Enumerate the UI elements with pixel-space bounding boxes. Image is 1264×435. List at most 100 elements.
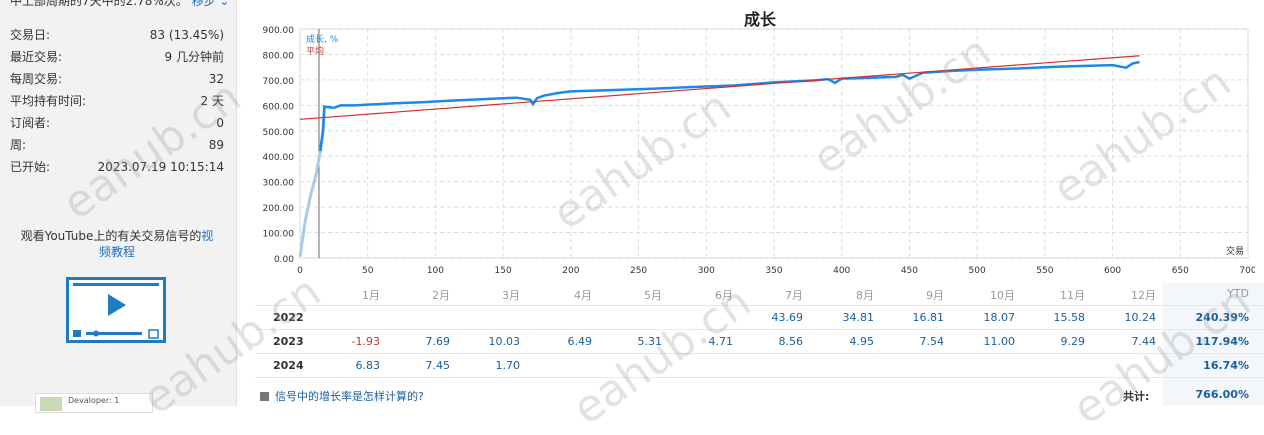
month-header: 5月 (644, 289, 662, 302)
table-row: 2023 -1.93 7.69 10.03 6.49 5.31 4.71 8.56 4.95 7.… (255, 330, 1264, 354)
stat-value: 2 天 (200, 94, 224, 108)
x-tick-label: 450 (901, 266, 918, 276)
month-header: 10月 (990, 289, 1015, 302)
x-tick-label: 600 (1104, 266, 1121, 276)
month-value-cell: 7.44 (1131, 335, 1157, 348)
top-info-text: 中上部周期的7天中的2.78%次。 (10, 0, 188, 8)
month-header: 2月 (432, 289, 450, 302)
year-label: 2023 (273, 335, 304, 348)
youtube-text: 观看YouTube上的有关交易信号的 (20, 229, 202, 243)
x-tick-label: 100 (427, 266, 444, 276)
stat-row: 周: 89 (10, 134, 224, 156)
y-tick-label: 400.00 (263, 153, 295, 163)
growth-calculation-link[interactable]: 信号中的增长率是怎样计算的? (260, 388, 424, 404)
stat-label: 已开始: (10, 160, 51, 174)
ytd-column-background (1163, 283, 1264, 406)
row-divider (255, 377, 1264, 378)
month-value-cell: 15.58 (1053, 311, 1086, 324)
month-value-cell: 11.00 (983, 335, 1016, 348)
month-header: 3月 (502, 289, 520, 302)
stat-label: 订阅者: (10, 116, 51, 130)
developer-thumbnail (40, 397, 62, 411)
year-label: 2022 (273, 311, 304, 324)
x-tick-label: 200 (562, 266, 579, 276)
panel-divider (236, 0, 237, 406)
stat-value: 83 (13.45%) (149, 28, 224, 42)
month-value-cell: 9.29 (1060, 335, 1086, 348)
stat-row: 已开始: 2023.07.19 10:15:14 (10, 156, 224, 178)
stat-label: 周: (10, 138, 27, 152)
ytd-value-cell: 16.74% (1203, 359, 1249, 372)
month-header: 9月 (926, 289, 944, 302)
year-label: 2024 (273, 359, 304, 372)
video-tutorial-link-2[interactable]: 频教程 (98, 245, 135, 259)
month-value-cell: 7.54 (919, 335, 945, 348)
stat-value: 0 (216, 116, 224, 130)
month-value-cell: 34.81 (842, 311, 875, 324)
month-value-cell: 4.71 (708, 335, 734, 348)
y-tick-label: 800.00 (263, 51, 295, 61)
x-tick-label: 150 (495, 266, 512, 276)
developer-mini-card[interactable]: Devaloper: 1 (35, 393, 153, 413)
month-value-cell: 43.69 (771, 311, 804, 324)
x-tick-label: 700 (1239, 266, 1255, 276)
top-info-link[interactable]: 移步 ⌄ (191, 0, 230, 8)
chart-title: 成长 (743, 10, 776, 29)
stat-row: 订阅者: 0 (10, 112, 224, 134)
month-header: 4月 (574, 289, 592, 302)
stat-label: 平均持有时间: (10, 94, 87, 108)
row-divider (255, 329, 1264, 330)
stat-row: 最近交易: 9 几分钟前 (10, 46, 224, 68)
top-info-line: 中上部周期的7天中的2.78%次。 移步 ⌄ (10, 0, 229, 9)
expand-icon (260, 392, 269, 401)
month-value-cell: 18.07 (983, 311, 1016, 324)
x-tick-label: 350 (765, 266, 782, 276)
y-tick-label: 100.00 (263, 230, 295, 240)
ytd-header: YTD (1227, 287, 1249, 300)
growth-chart: 0.00 100.00 200.00 300.00 400.00 500.00 600.00… (263, 26, 1256, 276)
row-divider (255, 353, 1264, 354)
stat-value: 2023.07.19 10:15:14 (97, 160, 224, 174)
month-value-cell: 1.70 (495, 359, 521, 372)
stat-value: 9 几分钟前 (164, 50, 224, 64)
y-tick-label: 200.00 (263, 204, 295, 214)
x-tick-label: 300 (698, 266, 715, 276)
x-tick-label: 400 (833, 266, 850, 276)
month-value-cell: 8.56 (778, 335, 804, 348)
growth-calculation-text: 信号中的增长率是怎样计算的? (275, 390, 424, 403)
average-trend-line (299, 55, 1140, 120)
y-tick-label: 900.00 (263, 26, 295, 36)
stat-label: 最近交易: (10, 50, 63, 64)
x-axis-label: 交易 (1226, 245, 1244, 257)
month-header: 8月 (856, 289, 874, 302)
developer-text: Devaloper: 1 (68, 396, 120, 405)
month-value-cell: 6.49 (567, 335, 593, 348)
month-header: 12月 (1131, 289, 1156, 302)
month-value-cell: 7.69 (425, 335, 451, 348)
month-value-cell: 10.03 (488, 335, 521, 348)
legend-average: 平均 (306, 45, 324, 57)
month-value-cell: 7.45 (425, 359, 451, 372)
ytd-value-cell: 117.94% (1195, 335, 1249, 348)
month-header: 1月 (362, 289, 380, 302)
youtube-tutorial-text: 观看YouTube上的有关交易信号的视 频教程 (14, 228, 220, 260)
stat-value: 32 (208, 72, 224, 86)
stat-row: 每周交易: 32 (10, 68, 224, 90)
stat-label: 每周交易: (10, 72, 63, 86)
y-tick-label: 300.00 (263, 179, 295, 189)
x-tick-label: 250 (630, 266, 647, 276)
video-tutorial-icon[interactable] (66, 277, 166, 343)
video-tutorial-link[interactable]: 视 (201, 229, 214, 243)
table-header: 1月 2月 3月 4月 5月 6月 7月 8月 9月 10月 11月 12月 YTD (255, 283, 1264, 305)
legend-growth: 成长, % (306, 33, 339, 45)
table-row: 2024 6.83 7.45 1.70 16.74% (255, 354, 1264, 378)
month-value-cell: 10.24 (1124, 311, 1157, 324)
y-tick-label: 0.00 (274, 255, 294, 265)
x-tick-label: 550 (1036, 266, 1053, 276)
x-tick-label: 0 (297, 266, 303, 276)
month-value-cell: -1.93 (351, 335, 380, 348)
month-value-cell: 6.83 (355, 359, 381, 372)
y-tick-label: 600.00 (263, 102, 295, 112)
month-value-cell: 5.31 (637, 335, 663, 348)
row-divider (255, 305, 1264, 306)
